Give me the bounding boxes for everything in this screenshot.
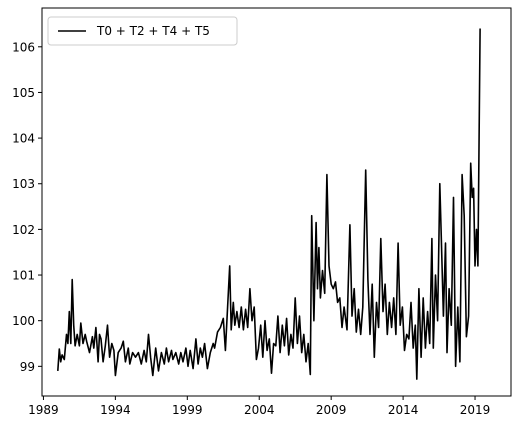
x-tick-label: 2009 — [316, 403, 347, 417]
legend: T0 + T2 + T4 + T5 — [47, 16, 238, 46]
series-line — [57, 28, 481, 380]
x-tick-label: 2004 — [244, 403, 275, 417]
y-tick-label: 106 — [12, 40, 35, 54]
x-tick-label: 1994 — [100, 403, 131, 417]
y-tick-label: 100 — [12, 314, 35, 328]
y-tick-label: 102 — [12, 223, 35, 237]
plot-area — [57, 28, 481, 380]
axes-frame — [41, 7, 512, 397]
legend-label: T0 + T2 + T4 + T5 — [96, 24, 210, 38]
y-tick-label: 104 — [12, 132, 35, 146]
y-axis: 99 100 101 102 103 104 105 106 — [12, 40, 42, 374]
y-tick-label: 101 — [12, 269, 35, 283]
y-tick-label: 99 — [20, 360, 35, 374]
x-axis: 1989 1994 1999 2004 2009 2014 2019 — [28, 396, 490, 417]
x-tick-label: 2014 — [388, 403, 419, 417]
x-tick-label: 2019 — [460, 403, 491, 417]
y-tick-label: 103 — [12, 177, 35, 191]
x-tick-label: 1999 — [172, 403, 203, 417]
x-tick-label: 1989 — [28, 403, 59, 417]
legend-box — [47, 16, 238, 46]
y-tick-label: 105 — [12, 86, 35, 100]
